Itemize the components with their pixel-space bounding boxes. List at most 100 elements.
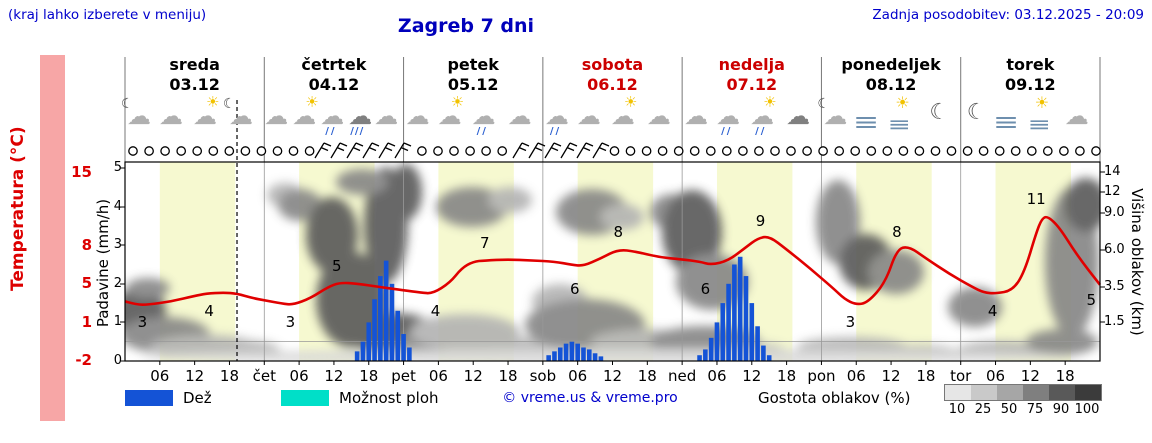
cloud-tick-label: 1.5: [1104, 314, 1125, 329]
temp-value-label: 3: [845, 312, 856, 331]
cloud-density-legend-label: Gostota oblakov (%): [758, 389, 911, 407]
sun-icon: ☀: [763, 93, 777, 111]
cloud-icon: ☁: [405, 102, 430, 130]
x-hour-label: 12: [1020, 367, 1040, 385]
day-date: 08.12: [865, 75, 917, 94]
density-cell: [1075, 385, 1101, 400]
weather-icon-cloud: ☁: [261, 99, 295, 139]
temp-value-label: 9: [755, 212, 766, 231]
cloud-icon: ☁: [576, 102, 601, 130]
cloud-icon: ☁: [823, 102, 848, 130]
temp-value-label: 4: [987, 301, 998, 320]
fog-icon: ≡: [853, 108, 880, 136]
temp-value-label: 6: [700, 279, 711, 298]
day-header: sreda 03.12: [125, 55, 264, 95]
x-day-label: tor: [950, 367, 972, 385]
weather-icon-sun-fog: ☀ ≡: [1026, 95, 1060, 139]
drops-icon: //: [549, 126, 562, 137]
x-hour-label: 18: [219, 367, 239, 385]
drops-icon: //: [325, 126, 337, 137]
temp-value-label: 8: [613, 223, 624, 242]
moon-big-icon: ☾: [966, 100, 987, 125]
cloud-tick-label: 9.0: [1104, 205, 1125, 220]
day-date: 03.12: [169, 75, 220, 94]
menu-hint: (kraj lahko izberete v meniju): [8, 7, 207, 23]
drops3-icon: ///: [350, 126, 365, 137]
x-hour-label: 06: [985, 367, 1006, 385]
sun-icon: ☀: [305, 93, 319, 111]
cloud-icon: ☁: [437, 102, 462, 130]
cloud-icon: ☁: [750, 102, 775, 130]
x-day-label: pon: [807, 367, 836, 385]
temperature-scale-strip: [40, 55, 65, 421]
x-hour-label: 06: [568, 367, 588, 385]
x-day-label: čet: [252, 367, 276, 385]
day-name: torek: [1006, 55, 1055, 74]
fog-low-icon: ≡: [1027, 112, 1051, 136]
x-day-label: pet: [391, 367, 416, 385]
x-day-label: ned: [668, 367, 697, 385]
x-hour-label: 06: [289, 367, 309, 385]
cloud-icon: ☁: [684, 102, 709, 130]
temp-value-label: 11: [1026, 190, 1046, 209]
weather-icon-cloud: ☁: [574, 99, 608, 139]
showers-legend-label: Možnost ploh: [339, 389, 439, 407]
temp-value-label: 7: [480, 234, 490, 253]
day-header: ponedeljek 08.12: [821, 55, 960, 95]
sun-high-icon: ☀: [895, 93, 910, 112]
credit-link[interactable]: © vreme.us & vreme.pro: [502, 390, 678, 406]
weather-icon-sun-cloud: ☀ ☁: [435, 95, 469, 139]
rain-legend-swatch: [125, 390, 173, 406]
day-header: nedelja 07.12: [682, 55, 821, 95]
weather-icon-rain-cloud: ☁//: [469, 99, 503, 139]
temp-tick-label: 5: [81, 274, 92, 292]
day-name: sreda: [169, 55, 220, 74]
x-hour-label: 18: [359, 367, 379, 385]
cloud-tick-label: 3.5: [1104, 279, 1125, 294]
cloud-icon: ☁: [193, 102, 217, 130]
weather-icon-moon: ☾: [960, 99, 994, 139]
weather-icon-cloud: ☁: [681, 99, 715, 139]
temp-value-label: 8: [892, 223, 902, 242]
temp-tick-label: 1: [81, 313, 92, 331]
temp-value-label: 6: [569, 279, 580, 298]
density-cell: [1049, 385, 1075, 400]
precip-tick-label: 4: [113, 199, 122, 214]
cloud-dark-icon: ☁: [348, 102, 373, 130]
x-hour-label: 12: [602, 367, 623, 385]
page-title: Zagreb 7 dni: [397, 15, 535, 37]
cloud-icon: ☁: [127, 102, 151, 130]
x-hour-label: 12: [742, 367, 762, 385]
density-tick-label: 10: [948, 402, 966, 417]
x-hour-label: 06: [846, 367, 866, 385]
precip-tick-label: 1: [113, 314, 122, 329]
density-cell: [945, 385, 971, 400]
moon-icon: ☾: [817, 96, 830, 112]
fog-low-icon: ≡: [888, 112, 912, 136]
precip-tick-label: 0: [113, 353, 122, 368]
weather-icon-cloud: ☁: [505, 99, 539, 139]
cloud-density-scale: [944, 384, 1102, 401]
drops-icon: //: [476, 126, 488, 137]
density-tick-label: 90: [1052, 402, 1070, 417]
weather-icon-rain-cloud: ☁//: [542, 99, 576, 139]
weather-icon-moon: ☾: [922, 99, 956, 139]
cloud-icon: ☁: [507, 102, 532, 130]
density-tick-label: 50: [1000, 402, 1018, 417]
precip-tick-label: 3: [113, 237, 122, 252]
precip-tick-label: 2: [113, 276, 122, 291]
wind-barbs: [314, 142, 610, 159]
weather-icon-sun-cloud: ☀ ☁: [608, 95, 642, 139]
cloud-icon: ☁: [159, 102, 183, 130]
weather-icon-sun-cloud: ☀ ☁: [190, 95, 224, 139]
temperature-line: [124, 215, 1102, 307]
cloud-icon: ☁: [320, 102, 345, 130]
cloud-icon: ☁: [374, 102, 399, 130]
fog-icon: ≡: [992, 108, 1019, 136]
x-hour-label: 18: [498, 367, 518, 385]
cloud-icon: ☁: [1064, 102, 1089, 130]
precip-tick-label: 5: [113, 160, 122, 175]
cloud-icon: ☁: [229, 102, 253, 130]
